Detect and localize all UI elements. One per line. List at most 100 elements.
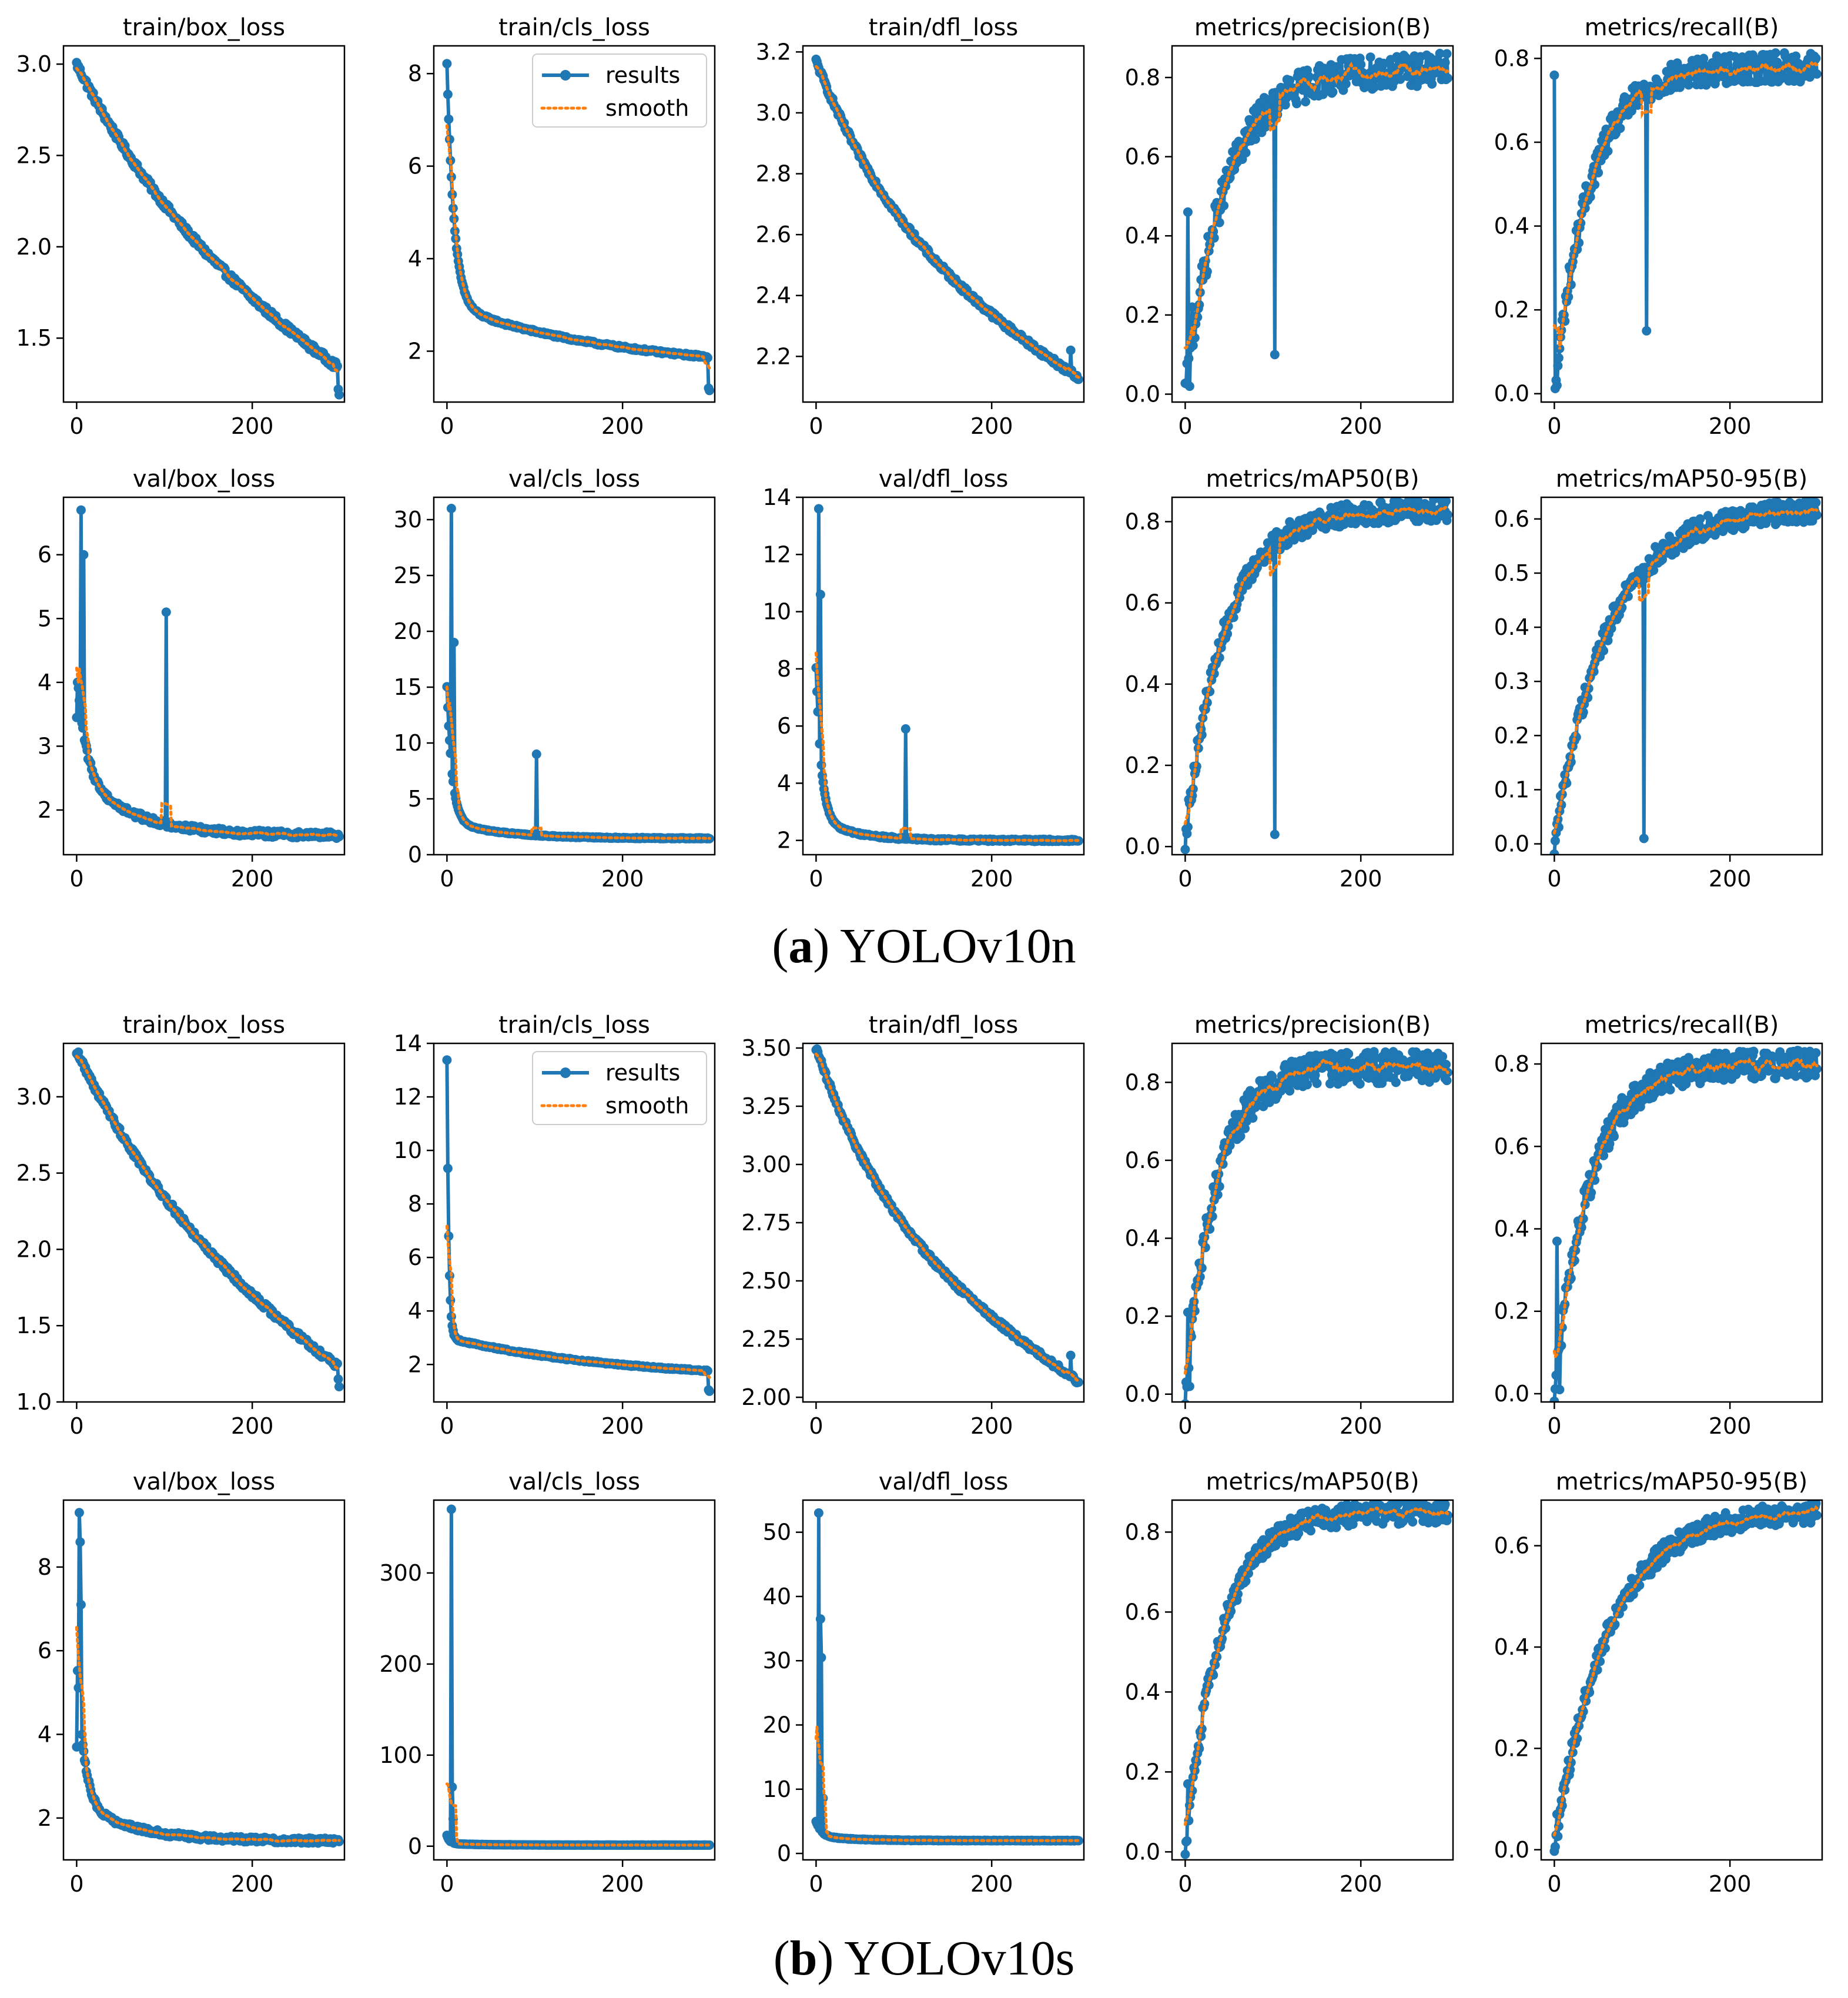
results-point (1241, 148, 1251, 158)
results-point (1250, 134, 1260, 144)
y-tick-label: 0.6 (1494, 129, 1529, 155)
y-tick-label: 10 (763, 599, 791, 625)
results-point (1228, 147, 1238, 157)
y-tick-label: 0.2 (1494, 1298, 1529, 1324)
legend-smooth-label: smooth (605, 95, 689, 121)
x-tick-label: 0 (1547, 866, 1561, 892)
y-tick-label: 3.00 (741, 1152, 791, 1177)
y-tick-label: 2.0 (16, 1236, 52, 1262)
x-tick-label: 200 (601, 866, 644, 892)
results-point (1769, 1052, 1779, 1062)
subplot-title: metrics/recall(B) (1585, 14, 1779, 41)
results-point (1812, 1064, 1822, 1074)
y-tick-label: 1.5 (16, 325, 52, 351)
results-point (1615, 123, 1625, 133)
results-point (1355, 1079, 1365, 1089)
results-point (1440, 58, 1450, 68)
results-point (1442, 1076, 1452, 1086)
results-point (1379, 58, 1388, 68)
plot-area (1181, 1047, 1452, 1402)
plot-area (442, 504, 714, 844)
results-point (1811, 498, 1821, 507)
results-point (900, 724, 910, 734)
results-line (75, 508, 341, 840)
plot-area (1180, 497, 1452, 855)
y-tick-label: 2.5 (16, 142, 52, 168)
subplot-title: train/dfl_loss (869, 1012, 1018, 1039)
results-point (449, 638, 459, 647)
x-tick-label: 200 (970, 866, 1013, 892)
y-tick-label: 20 (394, 618, 422, 644)
results-line (75, 1511, 341, 1845)
smooth-line (1183, 60, 1449, 350)
results-point (1344, 1049, 1354, 1059)
results-point (1270, 829, 1280, 839)
y-tick-label: 2.4 (756, 283, 791, 309)
results-point (1241, 1098, 1251, 1108)
y-tick-label: 0.0 (1494, 1381, 1529, 1407)
results-point (1633, 100, 1643, 110)
y-tick-label: 4 (408, 1298, 422, 1324)
subplot-title: metrics/mAP50(B) (1206, 466, 1419, 493)
results-point (76, 505, 86, 515)
results-point (1301, 97, 1311, 106)
y-tick-label: 25 (394, 563, 422, 588)
y-tick-label: 3.25 (741, 1093, 791, 1119)
y-tick-label: 2.75 (741, 1210, 791, 1236)
results-point (1712, 51, 1722, 61)
smooth-line (814, 65, 1080, 379)
results-point (1180, 845, 1190, 855)
y-tick-label: 3.0 (16, 51, 52, 77)
y-tick-label: 2 (408, 1351, 422, 1377)
y-tick-label: 6 (408, 1244, 422, 1270)
results-point (1341, 79, 1351, 89)
results-point (1812, 69, 1822, 79)
results-point (1391, 1077, 1401, 1087)
subplot-title: val/box_loss (133, 1468, 275, 1495)
subplot-title: train/dfl_loss (869, 14, 1018, 41)
y-tick-label: 0.6 (1494, 1133, 1529, 1159)
results-point (1605, 1139, 1615, 1149)
axes-frame (1171, 1042, 1454, 1403)
x-tick-label: 0 (1178, 1413, 1192, 1439)
results-point (1645, 1068, 1655, 1078)
results-point (1356, 59, 1366, 69)
legend-results-marker (560, 70, 571, 81)
results-line (815, 1047, 1080, 1385)
y-tick-label: 3.50 (741, 1035, 791, 1061)
results-point (446, 172, 456, 182)
y-tick-label: 0.2 (1494, 297, 1529, 323)
y-tick-label: 0.8 (1125, 65, 1160, 91)
results-point (1642, 326, 1652, 336)
results-point (1555, 1385, 1565, 1394)
results-line (1184, 52, 1449, 389)
results-point (1603, 146, 1613, 156)
x-tick-label: 0 (69, 413, 83, 439)
results-point (443, 89, 453, 99)
subplot-title: val/dfl_loss (879, 466, 1009, 493)
x-tick-label: 200 (601, 413, 644, 439)
results-point (79, 550, 89, 560)
results-point (444, 114, 454, 124)
results-point (442, 59, 452, 69)
y-tick-label: 2.00 (741, 1384, 791, 1410)
y-tick-label: 0.6 (1125, 590, 1160, 616)
axes-frame (1540, 1042, 1823, 1403)
results-point (1811, 53, 1821, 63)
results-point (705, 386, 714, 396)
y-tick-label: 0.0 (1494, 381, 1529, 407)
y-tick-label: 0.4 (1125, 671, 1160, 697)
legend-results-label: results (605, 62, 680, 88)
y-tick-label: 0.2 (1125, 752, 1160, 778)
results-point (1429, 497, 1439, 504)
smooth-line (1183, 1057, 1449, 1375)
results-line (814, 58, 1080, 381)
results-point (76, 1599, 86, 1609)
axes-frame (433, 496, 716, 856)
y-tick-label: 0.8 (1494, 45, 1529, 71)
results-line (445, 507, 711, 841)
results-point (161, 607, 171, 617)
axes-frame (1171, 496, 1454, 856)
